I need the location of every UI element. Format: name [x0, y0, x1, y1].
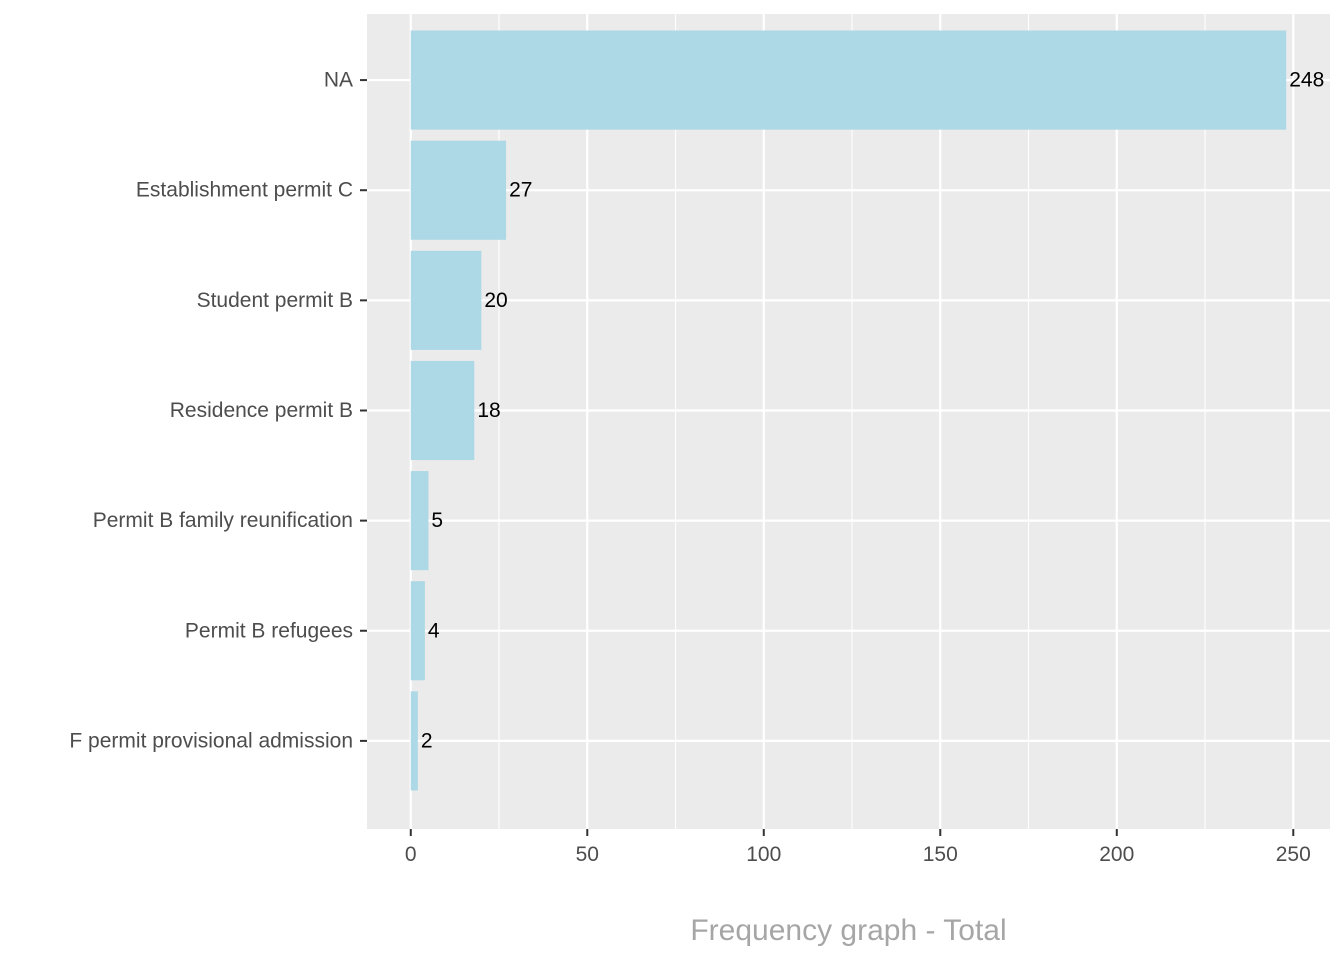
x-axis: 0 50 100 150 200 250 — [405, 829, 1311, 866]
data-label: 5 — [431, 509, 443, 532]
minor-gridlines — [498, 14, 1206, 829]
plot-panel — [367, 14, 1330, 829]
y-tick-label: Residence permit B — [170, 399, 353, 422]
bar — [410, 471, 429, 571]
data-label: 4 — [428, 619, 440, 642]
bar — [410, 360, 475, 461]
data-label: 18 — [477, 399, 500, 422]
y-tick-label: Permit B refugees — [185, 619, 353, 642]
x-axis-title: Frequency graph - Total — [690, 914, 1006, 947]
x-tick-label: 250 — [1276, 843, 1311, 866]
data-label: 2 — [421, 729, 433, 752]
x-tick-label: 150 — [923, 843, 958, 866]
y-tick-label: Student permit B — [197, 289, 353, 312]
y-tick-label: F permit provisional admission — [69, 729, 353, 752]
bar — [410, 30, 1287, 130]
x-tick-label: 100 — [746, 843, 781, 866]
y-tick-label: NA — [324, 69, 353, 92]
bars — [410, 30, 1287, 791]
data-label: 27 — [509, 179, 532, 202]
x-tick-label: 50 — [576, 843, 599, 866]
data-label: 248 — [1289, 69, 1324, 92]
bar — [410, 691, 418, 791]
x-tick-label: 200 — [1099, 843, 1134, 866]
y-tick-label: Establishment permit C — [136, 179, 353, 202]
bar — [410, 250, 482, 350]
x-tick-label: 0 — [405, 843, 417, 866]
y-axis: NA Establishment permit C Student permit B… — [69, 69, 367, 752]
bar — [410, 581, 425, 681]
y-tick-label: Permit B family reunification — [93, 509, 353, 532]
bar — [410, 140, 507, 240]
data-labels: 248 27 20 18 5 4 2 — [421, 69, 1324, 753]
data-label: 20 — [484, 289, 507, 312]
